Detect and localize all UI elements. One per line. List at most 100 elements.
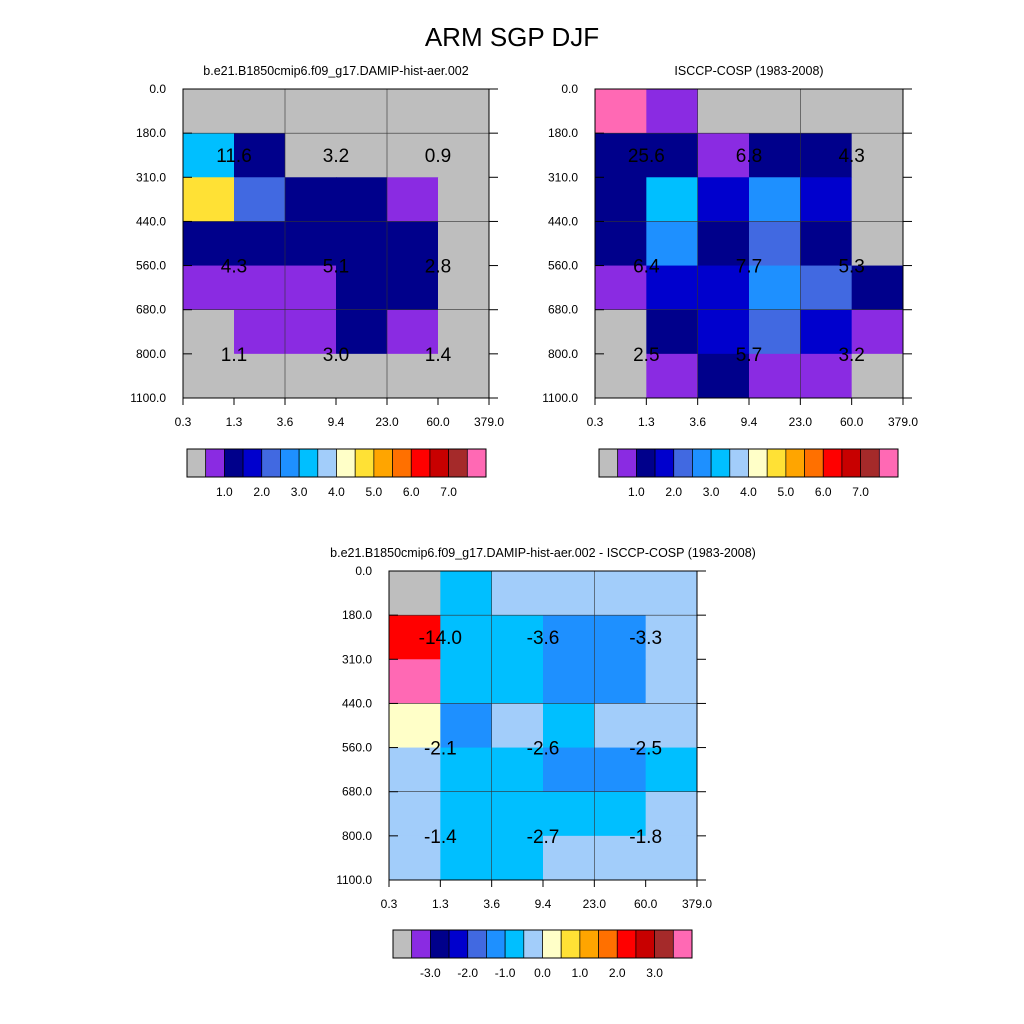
colorbar-swatch: [822, 448, 843, 478]
heatmap-cell: [646, 89, 699, 134]
colorbar-swatch: [860, 448, 880, 478]
heatmap-cell: [234, 353, 286, 399]
x-tick-label: 0.3: [175, 415, 192, 429]
cell-value-label: 3.0: [323, 345, 349, 366]
colorbar-swatch: [448, 929, 469, 959]
heatmap-cell: [387, 309, 439, 355]
x-tick-label: 1.3: [432, 897, 449, 911]
heatmap-cell: [336, 89, 388, 134]
heatmap-cell: [697, 265, 750, 311]
heatmap-cell: [234, 265, 286, 311]
colorbar-swatch: [673, 448, 693, 478]
heatmap-cell: [234, 177, 286, 222]
colorbar-swatch: [616, 929, 637, 959]
heatmap-cell: [336, 221, 388, 267]
y-tick-label: 680.0: [136, 303, 166, 317]
heatmap-cell: [800, 265, 853, 311]
heatmap-cell: [543, 615, 595, 660]
heatmap-cell: [645, 791, 698, 837]
colorbar-swatch: [766, 448, 787, 478]
heatmap-cell: [851, 177, 904, 222]
heatmap-cell: [543, 703, 595, 749]
heatmap-cell: [440, 615, 493, 660]
heatmap-cell: [389, 571, 441, 616]
x-tick-label: 0.3: [381, 897, 398, 911]
heatmap-cell: [851, 89, 904, 134]
cell-value-label: 11.6: [216, 146, 252, 167]
heatmap-cell: [491, 571, 544, 616]
heatmap-cell: [645, 747, 698, 793]
y-tick-label: 680.0: [548, 303, 578, 317]
heatmap-cell: [697, 177, 750, 222]
heatmap-cell: [645, 659, 698, 704]
colorbar-label: 1.0: [628, 485, 645, 499]
heatmap-cell: [543, 571, 595, 616]
heatmap-cell: [336, 177, 388, 222]
heatmap-cell: [440, 703, 493, 749]
colorbar-label: 6.0: [403, 485, 420, 499]
colorbar-swatch: [598, 448, 619, 478]
heatmap-cell: [491, 659, 544, 704]
panel-diff: b.e21.B1850cmip6.f09_g17.DAMIP-hist-aer.…: [330, 546, 756, 980]
colorbar-swatch: [429, 448, 449, 478]
heatmap-cell: [491, 747, 544, 793]
heatmap-cell: [336, 265, 388, 311]
heatmap-cell: [697, 353, 750, 399]
heatmap-cell: [285, 309, 337, 355]
y-tick-label: 310.0: [136, 170, 166, 184]
heatmap-cell: [749, 177, 801, 222]
heatmap-cell: [387, 265, 439, 311]
colorbar-swatch: [692, 448, 712, 478]
x-tick-label: 23.0: [789, 415, 813, 429]
heatmap-cell: [594, 615, 647, 660]
heatmap-cell: [387, 133, 439, 178]
heatmap-cell: [697, 309, 750, 355]
x-tick-label: 1.3: [638, 415, 655, 429]
colorbar-swatch: [392, 448, 412, 478]
colorbar-frame: [598, 448, 899, 478]
heatmap-cell: [183, 177, 235, 222]
colorbar-label: 6.0: [815, 485, 832, 499]
x-tick-label: 379.0: [474, 415, 504, 429]
cell-value-label: -3.6: [527, 628, 560, 649]
cell-value-label: 4.3: [838, 146, 864, 167]
heatmap-cell: [697, 221, 750, 267]
colorbar-label: 5.0: [778, 485, 795, 499]
heatmap-cell: [440, 571, 493, 616]
heatmap-cell: [387, 89, 439, 134]
heatmap-cell: [285, 221, 337, 267]
colorbar-swatch: [878, 448, 899, 478]
x-tick-label: 60.0: [634, 897, 658, 911]
colorbar-swatch: [411, 929, 431, 959]
heatmap-cell: [183, 89, 235, 134]
cell-value-label: 5.3: [838, 257, 864, 278]
heatmap-cell: [595, 133, 647, 178]
heatmap-cell: [594, 659, 647, 704]
heatmap-cell: [438, 133, 490, 178]
heatmap-cell: [646, 177, 699, 222]
colorbar-swatch: [466, 448, 487, 478]
colorbar-swatch: [748, 448, 768, 478]
colorbar-swatch: [598, 929, 618, 959]
x-tick-label: 9.4: [328, 415, 345, 429]
colorbar-label: 1.0: [216, 485, 233, 499]
heatmap-cell: [543, 747, 595, 793]
heatmap-cell: [594, 747, 647, 793]
heatmap-cell: [183, 353, 235, 399]
x-tick-label: 9.4: [535, 897, 552, 911]
heatmap-cell: [749, 265, 801, 311]
colorbar-frame: [392, 929, 693, 959]
y-tick-label: 180.0: [136, 126, 166, 140]
colorbar-swatch: [672, 929, 693, 959]
y-tick-label: 0.0: [561, 82, 578, 96]
colorbar-swatch: [430, 929, 450, 959]
cell-value-label: -14.0: [419, 628, 462, 649]
x-tick-label: 23.0: [375, 415, 399, 429]
colorbar-swatch: [560, 929, 581, 959]
heatmap-cell: [234, 221, 286, 267]
x-tick-label: 60.0: [840, 415, 864, 429]
colorbar-swatch: [354, 448, 375, 478]
heatmap-cell: [646, 309, 699, 355]
colorbar-swatch: [636, 448, 656, 478]
heatmap-cell: [645, 571, 698, 616]
